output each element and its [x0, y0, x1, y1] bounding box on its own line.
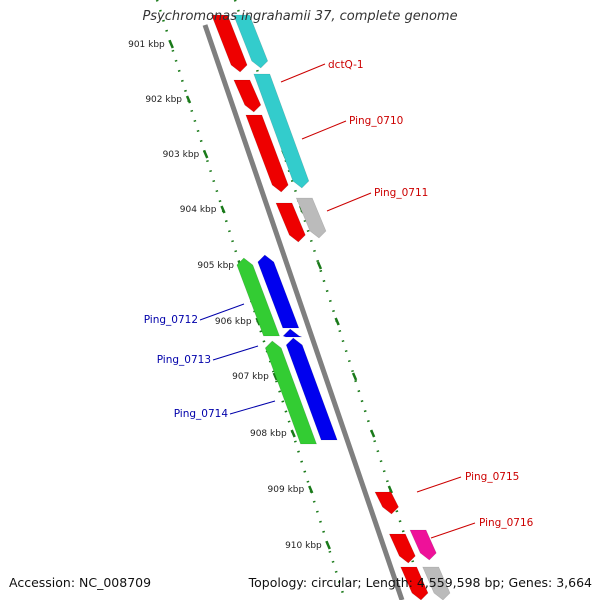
leader-line: [199, 303, 245, 321]
leader-line: [430, 522, 476, 539]
left-major-tick: [203, 150, 209, 159]
kbp-label: 907 kbp: [232, 372, 269, 382]
kbp-label: 903 kbp: [163, 150, 200, 160]
gene-feature: [295, 197, 327, 239]
right-major-tick: [369, 429, 376, 438]
left-major-tick: [308, 485, 314, 494]
gene-label: Ping_0715: [465, 471, 519, 483]
right-major-tick: [334, 317, 340, 326]
accession-text: Accession: NC_008709: [9, 575, 152, 590]
leader-line: [280, 63, 326, 83]
leader-line: [301, 120, 347, 140]
genome-backbone: [202, 24, 405, 600]
gene-feature: [374, 491, 399, 515]
gene-label: Ping_0712: [144, 314, 198, 326]
gene-feature: [233, 14, 269, 69]
right-major-tick: [316, 261, 323, 270]
kbp-label: 906 kbp: [215, 317, 252, 327]
kbp-label: 908 kbp: [250, 429, 287, 439]
left-major-tick: [272, 372, 278, 381]
gene-feature: [409, 529, 437, 561]
gene-labels: dctQ-1 Ping_0710 Ping_0711 Ping_0712 Ping_07…: [144, 59, 534, 529]
kbp-label: 910 kbp: [285, 541, 322, 551]
kbp-labels: 901 kbp 902 kbp 903 kbp 904 kbp 905 kbp 906 k…: [128, 40, 322, 551]
kbp-label: 902 kbp: [145, 95, 182, 105]
right-major-tick: [351, 372, 358, 381]
gene-feature: [211, 14, 248, 73]
kbp-label: 904 kbp: [180, 205, 217, 215]
gene-feature: [422, 566, 451, 600]
gene-feature: [245, 114, 289, 193]
gene-feature: [253, 73, 310, 189]
genome-summary-text: Topology: circular; Length: 4,559,598 bp…: [248, 575, 592, 590]
gene-feature: [275, 202, 306, 243]
scale-dots: [155, 0, 427, 600]
right-major-tick: [387, 485, 393, 494]
leader-line: [229, 400, 276, 415]
gene-label: Ping_0714: [174, 408, 229, 420]
kbp-label: 909 kbp: [268, 485, 305, 495]
left-major-tick: [290, 429, 296, 438]
gene-feature: [282, 328, 302, 338]
gene-feature: [236, 257, 280, 337]
gene-label: Ping_0711: [374, 187, 428, 199]
gene-label: Ping_0713: [157, 354, 211, 366]
gene-feature: [388, 533, 416, 564]
leader-line: [326, 192, 372, 212]
gene-label: Ping_0716: [479, 517, 534, 529]
gene-label: Ping_0710: [349, 115, 403, 127]
left-major-tick: [220, 205, 226, 214]
gene-feature: [400, 566, 429, 600]
gene-feature: [257, 254, 300, 329]
left-major-tick: [325, 541, 331, 550]
gene-features: [211, 14, 451, 600]
map-title: Psychromonas ingrahamii 37, complete gen…: [142, 9, 458, 24]
leader-line: [416, 476, 462, 493]
kbp-label: 901 kbp: [128, 40, 165, 50]
leader-line: [212, 345, 259, 361]
gene-label: dctQ-1: [328, 59, 364, 71]
kbp-label: 905 kbp: [197, 261, 234, 271]
gene-feature: [264, 340, 317, 445]
backbone-line: [202, 24, 405, 600]
gene-feature: [233, 79, 262, 113]
gene-feature: [285, 337, 338, 441]
label-leader-lines: [199, 63, 476, 539]
left-major-tick: [168, 40, 174, 49]
left-major-tick: [185, 95, 192, 104]
